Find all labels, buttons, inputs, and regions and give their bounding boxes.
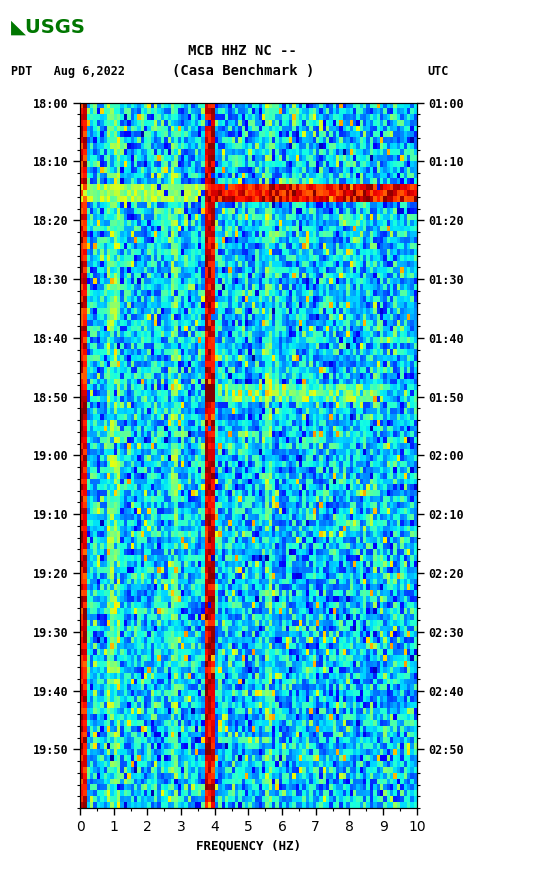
Text: MCB HHZ NC --: MCB HHZ NC -- <box>188 44 298 58</box>
Text: ◣USGS: ◣USGS <box>11 18 86 37</box>
Text: PDT   Aug 6,2022: PDT Aug 6,2022 <box>11 64 125 78</box>
Text: (Casa Benchmark ): (Casa Benchmark ) <box>172 63 314 78</box>
X-axis label: FREQUENCY (HZ): FREQUENCY (HZ) <box>196 839 301 853</box>
Text: UTC: UTC <box>428 64 449 78</box>
